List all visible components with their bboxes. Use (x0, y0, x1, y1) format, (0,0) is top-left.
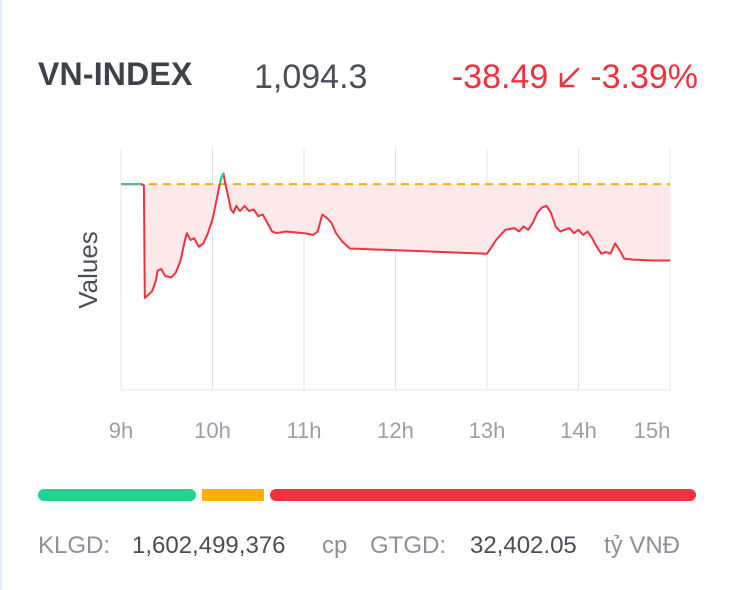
x-tick-label: 15h (634, 418, 671, 443)
volume-label: KLGD: (38, 532, 111, 559)
index-value: 1,094.3 (254, 58, 368, 96)
x-tick-label: 13h (469, 418, 506, 443)
x-tick-label: 11h (286, 418, 321, 443)
index-header: VN-INDEX 1,094.3 -38.49 -3.39% (38, 52, 708, 102)
change-percent: -3.39% (590, 58, 698, 96)
x-tick-label: 12h (377, 418, 414, 443)
index-change: -38.49 -3.39% (452, 58, 698, 97)
breadth-bar-unchanged (202, 489, 264, 501)
x-tick-label: 9h (109, 418, 133, 443)
series-line (121, 172, 670, 299)
y-axis-label: Values (73, 231, 103, 309)
loss-area-fill (121, 184, 670, 298)
intraday-chart: 9h 10h 11h 12h 13h 14h 15h Values (0, 130, 729, 450)
turnover-label: GTGD: (370, 532, 446, 559)
arrow-down-left-icon (559, 67, 580, 87)
left-edge-divider (0, 0, 2, 590)
volume-value: 1,602,499,376 (132, 532, 286, 559)
x-axis-ticks: 9h 10h 11h 12h 13h 14h 15h (109, 418, 671, 443)
change-absolute: -38.49 (451, 58, 549, 96)
trading-summary: KLGD: 1,602,499,376 cp GTGD: 32,402.05 t… (38, 532, 718, 562)
series-line-up-segment (218, 173, 225, 185)
breadth-bar-up (38, 489, 197, 501)
turnover-unit: tỷ VNĐ (604, 532, 681, 559)
turnover-value: 32,402.05 (470, 532, 577, 559)
x-tick-label: 14h (560, 418, 597, 443)
breadth-bar-down (269, 489, 696, 501)
x-tick-label: 10h (194, 418, 231, 443)
chart-canvas: 9h 10h 11h 12h 13h 14h 15h Values (73, 148, 671, 443)
volume-unit: cp (322, 532, 348, 559)
index-name: VN-INDEX (38, 56, 193, 92)
